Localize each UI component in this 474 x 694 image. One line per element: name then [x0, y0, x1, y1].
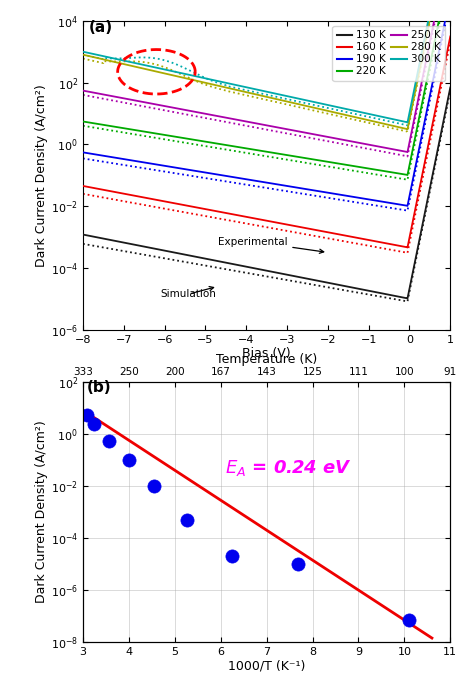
Point — [150, 480, 158, 491]
Text: (b): (b) — [87, 380, 111, 395]
Point — [105, 436, 113, 447]
Point — [83, 409, 91, 421]
Point — [405, 614, 413, 625]
X-axis label: 1000/T (K⁻¹): 1000/T (K⁻¹) — [228, 659, 305, 672]
Text: Experimental: Experimental — [218, 237, 324, 253]
Text: (a): (a) — [89, 19, 113, 35]
Text: $E_A$ = 0.24 eV: $E_A$ = 0.24 eV — [225, 458, 352, 477]
Point — [294, 558, 302, 569]
Legend: 130 K, 160 K, 190 K, 220 K, 250 K, 280 K, 300 K: 130 K, 160 K, 190 K, 220 K, 250 K, 280 K… — [332, 26, 445, 81]
Point — [125, 455, 133, 466]
X-axis label: Temperature (K): Temperature (K) — [216, 353, 317, 366]
Y-axis label: Dark Current Density (A/cm²): Dark Current Density (A/cm²) — [35, 84, 48, 266]
Y-axis label: Dark Current Density (A/cm²): Dark Current Density (A/cm²) — [35, 421, 48, 603]
Point — [91, 418, 98, 430]
X-axis label: Bias (V): Bias (V) — [242, 347, 291, 360]
Text: Simulation: Simulation — [161, 287, 216, 299]
Point — [183, 514, 191, 525]
Point — [228, 550, 236, 561]
